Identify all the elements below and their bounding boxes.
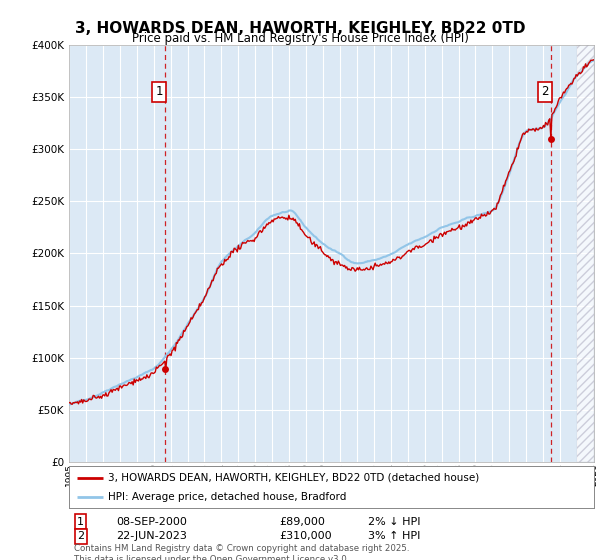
Text: 3, HOWARDS DEAN, HAWORTH, KEIGHLEY, BD22 0TD: 3, HOWARDS DEAN, HAWORTH, KEIGHLEY, BD22… — [75, 21, 525, 36]
Text: £89,000: £89,000 — [279, 516, 325, 526]
Text: HPI: Average price, detached house, Bradford: HPI: Average price, detached house, Brad… — [109, 492, 347, 502]
Text: 08-SEP-2000: 08-SEP-2000 — [116, 516, 187, 526]
Text: 2% ↓ HPI: 2% ↓ HPI — [368, 516, 421, 526]
Text: 1: 1 — [155, 85, 163, 98]
Text: Contains HM Land Registry data © Crown copyright and database right 2025.
This d: Contains HM Land Registry data © Crown c… — [74, 544, 410, 560]
Text: Price paid vs. HM Land Registry's House Price Index (HPI): Price paid vs. HM Land Registry's House … — [131, 32, 469, 45]
Text: 3% ↑ HPI: 3% ↑ HPI — [368, 531, 421, 542]
Text: £310,000: £310,000 — [279, 531, 332, 542]
Text: 1: 1 — [77, 516, 84, 526]
Text: 3, HOWARDS DEAN, HAWORTH, KEIGHLEY, BD22 0TD (detached house): 3, HOWARDS DEAN, HAWORTH, KEIGHLEY, BD22… — [109, 473, 479, 483]
Text: 22-JUN-2023: 22-JUN-2023 — [116, 531, 187, 542]
Bar — [577, 45, 594, 462]
Text: 2: 2 — [541, 85, 549, 98]
Text: 2: 2 — [77, 531, 84, 542]
